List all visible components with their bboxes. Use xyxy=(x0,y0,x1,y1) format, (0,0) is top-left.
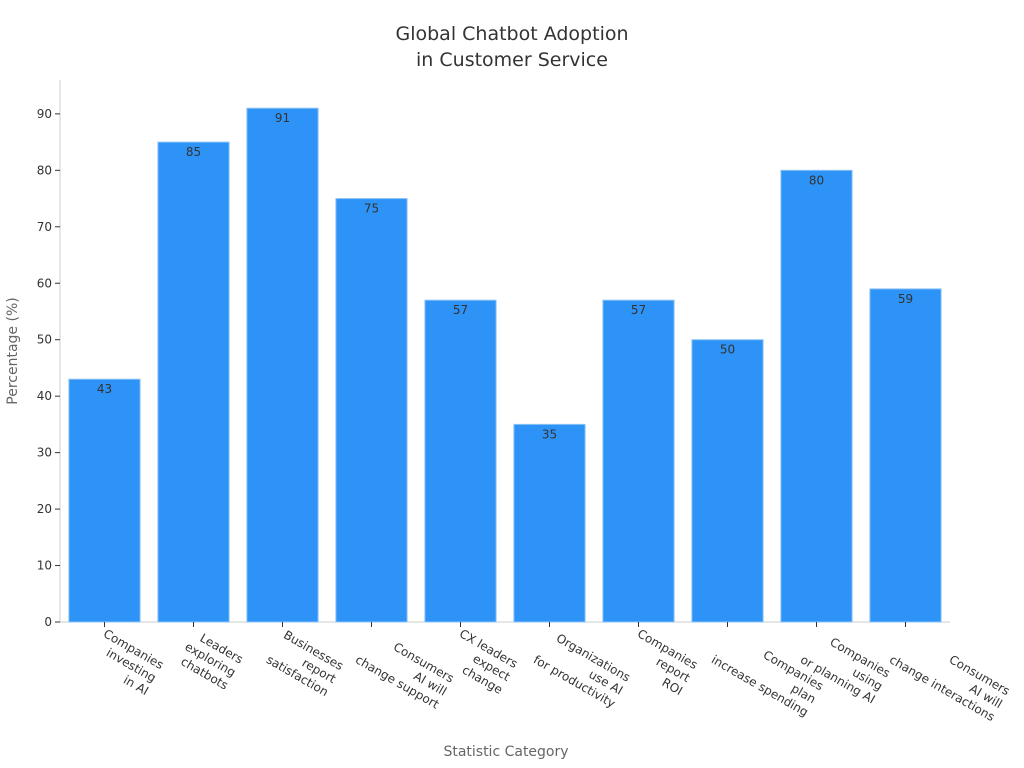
value-label: 35 xyxy=(542,427,557,441)
x-tick-label: Organizationsuse AIfor productivity xyxy=(531,626,633,710)
value-label: 57 xyxy=(453,303,468,317)
x-tick-group: Companiesinvestingin AI xyxy=(86,626,166,698)
x-tick-label: Companiesinvestingin AI xyxy=(86,626,166,698)
x-tick-label: Leadersexploringchatbots xyxy=(175,626,246,692)
bar xyxy=(780,169,853,623)
bar xyxy=(157,141,230,623)
x-tick-group: ConsumersAI willchange interactions xyxy=(887,626,1012,724)
x-tick-group: ConsumersAI willchange support xyxy=(353,626,457,712)
x-tick-group: Companiesplanincrease spending xyxy=(709,626,826,720)
value-label: 91 xyxy=(275,111,290,125)
x-tick-label: Businessesreportsatisfaction xyxy=(264,626,346,699)
bar xyxy=(246,107,319,623)
y-tick-label: 70 xyxy=(37,220,52,234)
x-tick-group: CompaniesreportROI xyxy=(620,626,700,698)
x-tick-group: Leadersexploringchatbots xyxy=(175,626,246,693)
value-label: 43 xyxy=(97,382,112,396)
y-tick-label: 40 xyxy=(37,389,52,403)
y-axis-title: Percentage (%) xyxy=(5,297,21,404)
y-tick-label: 60 xyxy=(37,276,52,290)
x-tick-group: Organizationsuse AIfor productivity xyxy=(531,626,633,711)
y-tick-label: 50 xyxy=(37,333,52,347)
x-tick-label: Companiesplanincrease spending xyxy=(709,626,826,719)
y-tick-label: 20 xyxy=(37,502,52,516)
bar xyxy=(68,378,141,623)
y-tick-label: 90 xyxy=(37,107,52,121)
x-axis-title: Statistic Category xyxy=(443,744,568,760)
x-tick-label: CompaniesreportROI xyxy=(620,626,700,698)
bar xyxy=(424,299,497,623)
x-tick-label: CX leadersexpectchange xyxy=(442,626,520,697)
value-label: 80 xyxy=(809,173,824,187)
bar xyxy=(691,339,764,623)
x-tick-label: ConsumersAI willchange interactions xyxy=(887,626,1012,724)
value-label: 85 xyxy=(186,145,201,159)
chart-title: Global Chatbot Adoption in Customer Servi… xyxy=(395,23,628,71)
y-tick-label: 80 xyxy=(37,163,52,177)
y-tick-label: 0 xyxy=(44,615,52,629)
y-tick-label: 10 xyxy=(37,559,52,573)
x-tick-group: CX leadersexpectchange xyxy=(442,626,520,697)
value-label: 57 xyxy=(631,303,646,317)
x-tick-group: Businessesreportsatisfaction xyxy=(264,626,346,699)
bar xyxy=(335,198,408,623)
bar xyxy=(513,423,586,623)
y-tick-label: 30 xyxy=(37,446,52,460)
x-tick-label: ConsumersAI willchange support xyxy=(353,626,457,711)
value-label: 75 xyxy=(364,202,379,216)
value-label: 59 xyxy=(898,292,913,306)
bar xyxy=(602,299,675,623)
value-label: 50 xyxy=(720,343,735,357)
bar xyxy=(869,288,942,623)
